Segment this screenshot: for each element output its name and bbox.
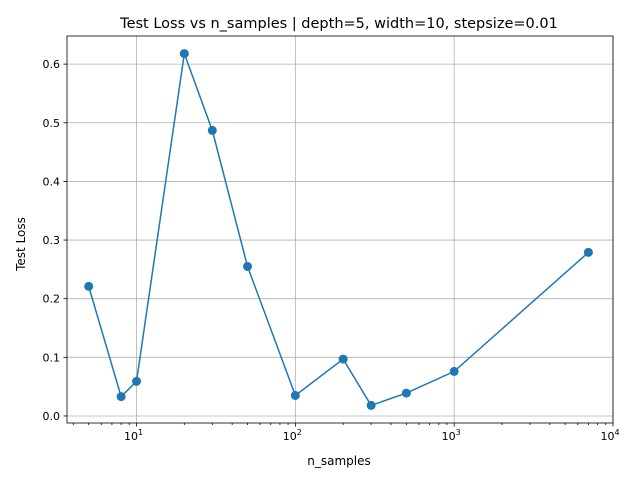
data-point bbox=[116, 392, 126, 402]
y-axis: 0.0 0.1 0.2 0.3 0.4 0.5 0.6 bbox=[43, 58, 67, 423]
data-point bbox=[243, 261, 253, 271]
y-tick-label: 0.3 bbox=[43, 234, 61, 247]
data-point bbox=[449, 366, 459, 376]
y-tick-label: 0.0 bbox=[43, 410, 61, 423]
data-point bbox=[84, 281, 94, 291]
y-tick-label: 0.6 bbox=[43, 58, 61, 71]
data-point bbox=[290, 390, 300, 400]
data-point bbox=[401, 388, 411, 398]
data-point bbox=[179, 49, 189, 59]
y-tick-label: 0.5 bbox=[43, 117, 61, 130]
x-tick-label: 104 bbox=[600, 428, 619, 443]
x-tick-label: 103 bbox=[442, 428, 461, 443]
x-tick-label: 101 bbox=[124, 428, 143, 443]
data-point bbox=[132, 376, 142, 386]
x-axis-label: n_samples bbox=[307, 454, 371, 468]
y-tick-label: 0.2 bbox=[43, 293, 61, 306]
chart-title: Test Loss vs n_samples | depth=5, width=… bbox=[119, 16, 558, 32]
series-line bbox=[87, 53, 589, 407]
grid bbox=[67, 36, 614, 423]
data-point bbox=[583, 247, 593, 257]
y-tick-label: 0.4 bbox=[43, 175, 61, 188]
x-axis: 101 102 103 104 bbox=[72, 423, 620, 443]
x-tick-label: 102 bbox=[283, 428, 302, 443]
data-point bbox=[366, 400, 376, 410]
data-point bbox=[207, 125, 217, 135]
y-tick-label: 0.1 bbox=[43, 351, 61, 364]
data-point bbox=[338, 354, 348, 364]
y-axis-label: Test Loss bbox=[14, 217, 28, 272]
plot-frame bbox=[66, 35, 614, 424]
plot-series bbox=[84, 49, 593, 410]
